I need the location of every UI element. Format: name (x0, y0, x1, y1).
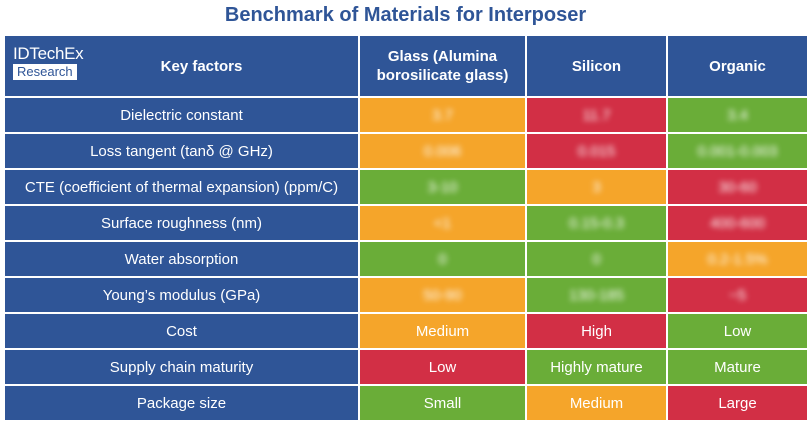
organic-value-cell: 30-60 (668, 170, 807, 204)
silicon-value: High (581, 322, 612, 340)
factor-cell: Surface roughness (nm) (5, 206, 358, 240)
silicon-value: 0.15-0.3 (568, 214, 625, 232)
silicon-value: 11.7 (582, 106, 611, 124)
table-row: Package size Small Medium Large (5, 386, 807, 420)
table-row: Supply chain maturity Low Highly mature Mat… (5, 350, 807, 384)
glass-value: 3.7 (432, 106, 453, 124)
organic-value: 400-600 (709, 214, 766, 232)
table-row: Water absorption 0 0 0.2-1.5% (5, 242, 807, 276)
glass-value: 50-90 (423, 286, 462, 304)
silicon-value-cell: 130-185 (527, 278, 666, 312)
organic-value: 30-60 (718, 178, 757, 196)
organic-value: 0.2-1.5% (707, 250, 768, 268)
organic-value: ~5 (728, 286, 747, 304)
organic-value-cell: ~5 (668, 278, 807, 312)
glass-value-cell: 0.006 (360, 134, 525, 168)
silicon-value: Highly mature (550, 358, 643, 376)
logo-line2: Research (13, 64, 77, 80)
glass-value-cell: Medium (360, 314, 525, 348)
silicon-value: 130-185 (568, 286, 625, 304)
table-row: Loss tangent (tanδ @ GHz) 0.006 0.015 0.001… (5, 134, 807, 168)
glass-value: 0 (438, 250, 447, 268)
factor-cell: Supply chain maturity (5, 350, 358, 384)
glass-value-cell: Low (360, 350, 525, 384)
silicon-value-cell: High (527, 314, 666, 348)
factor-cell: CTE (coefficient of thermal expansion) (… (5, 170, 358, 204)
logo-line1: IDTechEx (13, 44, 84, 63)
header-organic: Organic (668, 36, 807, 96)
silicon-value-cell: 3 (527, 170, 666, 204)
organic-value: Low (723, 322, 752, 340)
glass-value-cell: <1 (360, 206, 525, 240)
table-row: Cost Medium High Low (5, 314, 807, 348)
glass-value-cell: 3-10 (360, 170, 525, 204)
organic-value-cell: 400-600 (668, 206, 807, 240)
idtechex-logo: IDTechEx Research (13, 44, 84, 80)
silicon-value-cell: 0.015 (527, 134, 666, 168)
glass-value-cell: 0 (360, 242, 525, 276)
factor-cell: Water absorption (5, 242, 358, 276)
organic-value-cell: 0.2-1.5% (668, 242, 807, 276)
glass-value: 0.006 (423, 142, 462, 160)
organic-value-cell: Mature (668, 350, 807, 384)
page-title: Benchmark of Materials for Interposer (224, 4, 587, 26)
silicon-value: Medium (569, 394, 624, 412)
silicon-value-cell: Medium (527, 386, 666, 420)
glass-value-cell: Small (360, 386, 525, 420)
silicon-value-cell: Highly mature (527, 350, 666, 384)
header-key-factors-label: Key factors (160, 57, 243, 75)
table-row: Young’s modulus (GPa) 50-90 130-185 ~5 (5, 278, 807, 312)
silicon-value-cell: 11.7 (527, 98, 666, 132)
factor-cell: Loss tangent (tanδ @ GHz) (5, 134, 358, 168)
glass-value: Low (428, 358, 457, 376)
table-row: CTE (coefficient of thermal expansion) (… (5, 170, 807, 204)
silicon-value: 0.015 (577, 142, 616, 160)
organic-value: 0.001-0.003 (697, 142, 778, 160)
glass-value-cell: 50-90 (360, 278, 525, 312)
silicon-value-cell: 0 (527, 242, 666, 276)
organic-value: Mature (714, 358, 761, 376)
table-row: Surface roughness (nm) <1 0.15-0.3 400-600 (5, 206, 807, 240)
benchmark-table: IDTechEx Research Key factors Glass (Alu… (3, 34, 809, 422)
factor-cell: Dielectric constant (5, 98, 358, 132)
organic-value: 3.4 (727, 106, 748, 124)
organic-value-cell: Large (668, 386, 807, 420)
glass-value: Medium (415, 322, 470, 340)
organic-value-cell: 0.001-0.003 (668, 134, 807, 168)
factor-cell: Young’s modulus (GPa) (5, 278, 358, 312)
glass-value: <1 (433, 214, 452, 232)
glass-value: Small (423, 394, 462, 412)
organic-value-cell: Low (668, 314, 807, 348)
header-glass: Glass (Alumina borosilicate glass) (360, 36, 525, 96)
header-key-factors: IDTechEx Research Key factors (5, 36, 358, 96)
glass-value: 3-10 (427, 178, 458, 196)
silicon-value: 3 (592, 178, 601, 196)
organic-value-cell: 3.4 (668, 98, 807, 132)
silicon-value: 0 (592, 250, 601, 268)
silicon-value-cell: 0.15-0.3 (527, 206, 666, 240)
table-header-row: IDTechEx Research Key factors Glass (Alu… (5, 36, 807, 96)
table-row: Dielectric constant 3.7 11.7 3.4 (5, 98, 807, 132)
factor-cell: Package size (5, 386, 358, 420)
glass-value-cell: 3.7 (360, 98, 525, 132)
header-silicon: Silicon (527, 36, 666, 96)
factor-cell: Cost (5, 314, 358, 348)
organic-value: Large (718, 394, 757, 412)
